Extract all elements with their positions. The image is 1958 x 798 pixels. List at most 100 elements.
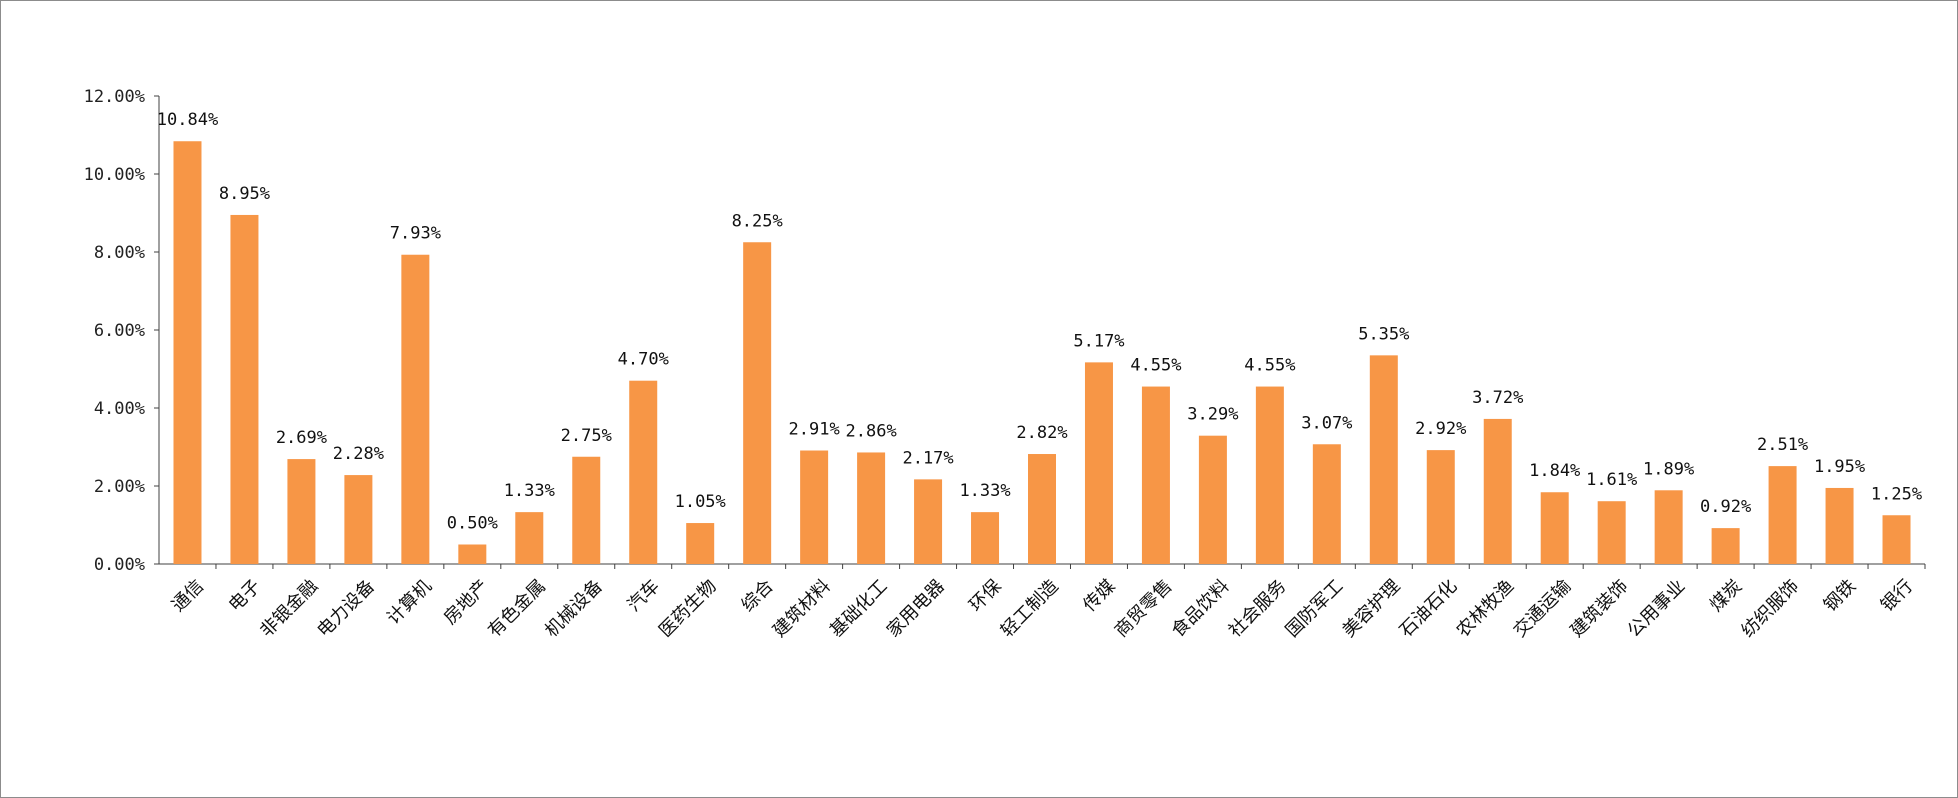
category-label: 综合 [737, 576, 777, 616]
y-axis: 0.00% 2.00% 4.00% 6.00% 8.00% 10.00% 12.00% [84, 87, 160, 575]
data-labels: 10.84% 8.95% 2.69% 2.28% 7.93% 0.50% 1.33% 2.75… [157, 110, 1922, 533]
bar [686, 523, 715, 564]
data-label: 2.86% [846, 421, 897, 441]
category-label: 石油石化 [1396, 576, 1462, 642]
bar [1654, 490, 1683, 564]
bar [515, 512, 544, 564]
category-label: 计算机 [383, 576, 436, 629]
bar [344, 475, 373, 564]
bar [743, 242, 772, 564]
bar [1768, 466, 1797, 564]
bar [230, 214, 259, 564]
data-label: 0.50% [447, 514, 498, 534]
category-label: 钢铁 [1820, 576, 1860, 616]
bar [800, 450, 829, 564]
data-label: 10.84% [157, 110, 218, 130]
bar [1028, 454, 1056, 564]
category-label: 商贸零售 [1111, 576, 1177, 642]
category-label: 有色金属 [484, 576, 550, 642]
y-tick-label: 0.00% [94, 555, 145, 575]
y-tick-label: 6.00% [94, 321, 145, 341]
category-label: 银行 [1877, 576, 1917, 616]
bar [1540, 492, 1569, 564]
bar [1597, 501, 1626, 564]
category-label: 机械设备 [541, 576, 607, 642]
y-tick-label: 12.00% [84, 87, 145, 107]
data-label: 7.93% [390, 224, 441, 244]
bar [1882, 515, 1911, 564]
data-label: 1.89% [1643, 459, 1694, 479]
data-label: 1.84% [1529, 461, 1580, 481]
category-label: 家用电器 [883, 576, 949, 642]
bar [458, 544, 487, 564]
data-label: 3.72% [1472, 388, 1523, 408]
data-label: 2.69% [276, 428, 327, 448]
bar [401, 254, 430, 565]
data-label: 1.05% [675, 492, 726, 512]
data-label: 1.33% [959, 481, 1010, 501]
bar [1483, 418, 1512, 564]
data-label: 2.28% [333, 444, 384, 464]
category-label: 非银金融 [256, 576, 322, 642]
category-label: 交通运输 [1510, 576, 1576, 642]
data-label: 0.92% [1700, 497, 1751, 517]
bar [1141, 386, 1170, 564]
category-label: 电子 [225, 576, 265, 616]
y-tick-label: 8.00% [94, 243, 145, 263]
category-label: 房地产 [440, 576, 493, 629]
data-label: 1.95% [1814, 457, 1865, 477]
category-label: 公用事业 [1623, 576, 1689, 642]
data-label: 2.75% [561, 426, 612, 446]
bar [1084, 362, 1113, 564]
data-label: 2.91% [789, 420, 840, 440]
bar [1198, 435, 1227, 564]
bar [1255, 386, 1284, 564]
category-label: 医药生物 [655, 576, 721, 642]
y-tick-label: 2.00% [94, 477, 145, 497]
data-label: 3.07% [1301, 413, 1352, 433]
category-label: 传媒 [1079, 576, 1119, 616]
y-tick-label: 10.00% [84, 165, 145, 185]
category-label: 汽车 [624, 576, 664, 616]
bar [629, 380, 658, 564]
data-label: 3.29% [1187, 405, 1238, 425]
category-label: 纺织服饰 [1737, 576, 1803, 642]
bar [1369, 355, 1398, 564]
category-label: 通信 [168, 576, 208, 616]
category-label: 轻工制造 [997, 576, 1063, 642]
data-label: 4.55% [1244, 356, 1295, 376]
data-label: 4.55% [1130, 356, 1181, 376]
category-label: 国防军工 [1282, 576, 1348, 642]
data-label: 8.25% [732, 211, 783, 231]
x-axis [159, 563, 1926, 569]
bar [857, 452, 886, 564]
bar [1426, 450, 1455, 564]
category-label: 美容护理 [1339, 576, 1405, 642]
bar [287, 459, 316, 564]
bars [173, 141, 1911, 565]
category-label: 煤炭 [1706, 576, 1746, 616]
category-label: 基础化工 [826, 576, 892, 642]
bar [1312, 444, 1341, 564]
bar [971, 512, 1000, 564]
data-label: 5.17% [1073, 331, 1124, 351]
bar [173, 141, 202, 565]
data-label: 1.33% [504, 481, 555, 501]
bar [1711, 528, 1740, 564]
data-label: 5.35% [1358, 324, 1409, 344]
data-label: 2.17% [902, 448, 953, 468]
data-label: 2.82% [1016, 423, 1067, 443]
category-label: 环保 [965, 576, 1005, 616]
bar [572, 456, 601, 564]
category-label: 建筑装饰 [1567, 576, 1633, 642]
data-label: 2.51% [1757, 435, 1808, 455]
data-label: 4.70% [618, 350, 669, 370]
category-label: 食品饮料 [1168, 576, 1234, 642]
category-label: 建筑材料 [769, 576, 835, 642]
data-label: 1.25% [1871, 484, 1922, 504]
data-label: 8.95% [219, 184, 270, 204]
category-label: 社会服务 [1225, 576, 1291, 642]
y-tick-label: 4.00% [94, 399, 145, 419]
